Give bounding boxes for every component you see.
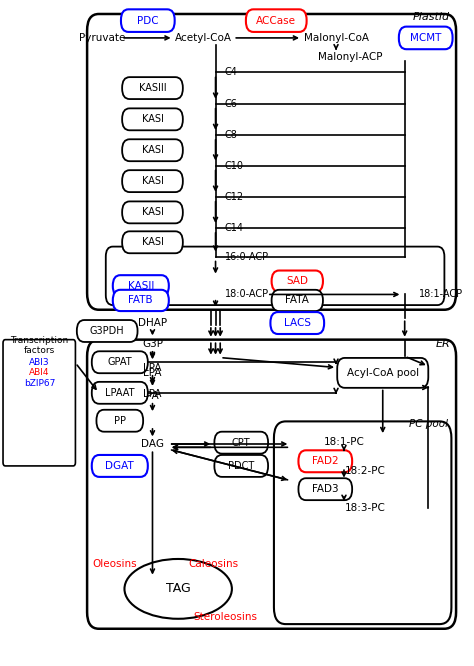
Text: 18:1-PC: 18:1-PC <box>324 437 365 447</box>
FancyBboxPatch shape <box>299 450 352 472</box>
Text: 18:0-ACP: 18:0-ACP <box>225 290 269 300</box>
Text: factors: factors <box>24 346 55 356</box>
FancyBboxPatch shape <box>92 382 148 404</box>
FancyBboxPatch shape <box>113 275 169 296</box>
Text: Malonyl-CoA: Malonyl-CoA <box>303 33 369 43</box>
Text: 18:1-ACP: 18:1-ACP <box>419 290 463 300</box>
Text: KASI: KASI <box>142 237 164 247</box>
Text: C14: C14 <box>225 223 244 233</box>
Text: Transcription: Transcription <box>10 336 69 346</box>
Text: FATB: FATB <box>128 296 153 306</box>
Text: DAG: DAG <box>141 439 164 449</box>
FancyBboxPatch shape <box>122 139 183 161</box>
Text: LPA: LPA <box>143 362 162 372</box>
Text: G3PDH: G3PDH <box>90 326 125 336</box>
Text: KASI: KASI <box>142 115 164 125</box>
Text: 16:0-ACP: 16:0-ACP <box>225 252 269 262</box>
Text: Acetyl-CoA: Acetyl-CoA <box>175 33 232 43</box>
Text: LPAAT: LPAAT <box>105 388 135 398</box>
Text: Acyl-CoA pool: Acyl-CoA pool <box>346 368 419 378</box>
Text: MCMT: MCMT <box>410 33 441 43</box>
FancyBboxPatch shape <box>271 312 324 334</box>
FancyBboxPatch shape <box>122 109 183 131</box>
Text: TAG: TAG <box>166 582 191 595</box>
Text: C10: C10 <box>225 161 244 170</box>
Text: Malonyl-ACP: Malonyl-ACP <box>318 51 383 61</box>
FancyBboxPatch shape <box>399 27 453 49</box>
Text: 18:3-PC: 18:3-PC <box>345 503 385 513</box>
FancyBboxPatch shape <box>337 358 428 388</box>
Text: KASI: KASI <box>142 176 164 186</box>
Text: Oleosins: Oleosins <box>93 559 137 569</box>
Text: LPA: LPA <box>143 389 162 399</box>
FancyBboxPatch shape <box>77 320 137 342</box>
Text: C4: C4 <box>225 67 238 77</box>
FancyBboxPatch shape <box>214 455 268 477</box>
FancyBboxPatch shape <box>299 478 352 500</box>
FancyBboxPatch shape <box>122 231 183 253</box>
FancyBboxPatch shape <box>272 290 323 311</box>
FancyBboxPatch shape <box>96 410 143 432</box>
Text: Plastid: Plastid <box>413 12 450 22</box>
Text: KASIII: KASIII <box>139 83 166 93</box>
Text: ABI3: ABI3 <box>29 358 50 367</box>
Text: PC pool: PC pool <box>409 419 448 429</box>
Text: DGAT: DGAT <box>105 461 134 471</box>
FancyBboxPatch shape <box>272 270 323 292</box>
FancyBboxPatch shape <box>121 9 175 32</box>
FancyBboxPatch shape <box>214 432 268 454</box>
Text: C8: C8 <box>225 130 238 140</box>
Text: C12: C12 <box>225 192 244 202</box>
Text: FAD2: FAD2 <box>312 456 338 466</box>
Text: LPA: LPA <box>143 368 162 378</box>
Text: Pyruvate: Pyruvate <box>79 33 126 43</box>
Text: ER: ER <box>435 338 450 348</box>
Text: C6: C6 <box>225 99 238 109</box>
FancyBboxPatch shape <box>113 290 169 311</box>
Text: PDC: PDC <box>137 15 159 25</box>
Text: Caleosins: Caleosins <box>188 559 238 569</box>
Text: SAD: SAD <box>286 276 308 286</box>
FancyBboxPatch shape <box>122 170 183 192</box>
Text: FATA: FATA <box>285 296 309 306</box>
Text: PP: PP <box>114 416 126 426</box>
Text: CPT: CPT <box>232 438 251 448</box>
Text: KASI: KASI <box>142 207 164 217</box>
Text: Steroleosins: Steroleosins <box>193 613 257 623</box>
Text: LACS: LACS <box>284 318 311 328</box>
Text: KASI: KASI <box>142 145 164 155</box>
Text: bZIP67: bZIP67 <box>24 379 55 388</box>
FancyBboxPatch shape <box>92 455 148 477</box>
Text: GPAT: GPAT <box>108 357 132 367</box>
Text: ACCase: ACCase <box>256 15 296 25</box>
FancyBboxPatch shape <box>92 351 148 373</box>
Text: 18:2-PC: 18:2-PC <box>345 466 385 476</box>
Text: FAD3: FAD3 <box>312 484 338 494</box>
Text: ABI4: ABI4 <box>29 368 50 378</box>
Text: G3P: G3P <box>142 338 163 348</box>
FancyBboxPatch shape <box>122 77 183 99</box>
Text: KASII: KASII <box>128 281 154 291</box>
Text: PDCT: PDCT <box>228 461 255 471</box>
Text: PA: PA <box>146 391 159 401</box>
Text: DHAP: DHAP <box>138 318 167 328</box>
FancyBboxPatch shape <box>122 201 183 223</box>
FancyBboxPatch shape <box>246 9 307 32</box>
